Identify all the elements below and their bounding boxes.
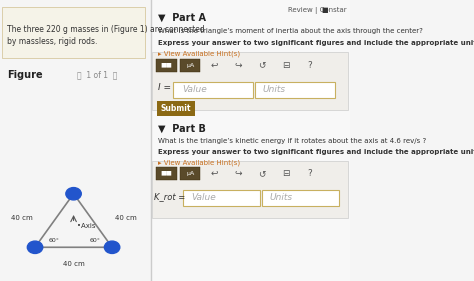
FancyBboxPatch shape <box>262 190 339 206</box>
Text: ▼  Part A: ▼ Part A <box>158 13 206 23</box>
Text: Value: Value <box>191 193 216 202</box>
FancyBboxPatch shape <box>183 190 260 206</box>
Circle shape <box>27 241 43 253</box>
Text: Express your answer to two significant figures and include the appropriate units: Express your answer to two significant f… <box>158 149 474 155</box>
Text: ?: ? <box>307 61 312 70</box>
Text: ■■: ■■ <box>161 63 172 68</box>
Text: ↺: ↺ <box>258 169 265 178</box>
FancyBboxPatch shape <box>151 0 350 281</box>
FancyBboxPatch shape <box>180 59 201 72</box>
FancyBboxPatch shape <box>255 82 335 98</box>
Text: •Axis: •Axis <box>77 223 96 229</box>
Text: 40 cm: 40 cm <box>115 215 137 221</box>
Text: What is the triangle’s kinetic energy if it rotates about the axis at 4.6 rev/s : What is the triangle’s kinetic energy if… <box>158 138 426 144</box>
FancyBboxPatch shape <box>156 59 176 72</box>
Text: ⊟: ⊟ <box>282 61 289 70</box>
Text: ▸ View Available Hint(s): ▸ View Available Hint(s) <box>158 160 240 166</box>
FancyBboxPatch shape <box>152 52 348 110</box>
Text: ↪: ↪ <box>234 61 242 70</box>
Text: Value: Value <box>182 85 207 94</box>
Text: ▼  Part B: ▼ Part B <box>158 124 206 134</box>
Text: Review | Constar: Review | Constar <box>288 7 347 14</box>
Text: 40 cm: 40 cm <box>63 261 84 267</box>
Text: Figure: Figure <box>7 70 43 80</box>
FancyBboxPatch shape <box>156 167 176 180</box>
Text: ⊟: ⊟ <box>282 169 289 178</box>
Circle shape <box>66 187 81 200</box>
FancyBboxPatch shape <box>2 7 146 58</box>
FancyBboxPatch shape <box>173 82 253 98</box>
Text: 60°: 60° <box>89 238 100 243</box>
Text: ↩: ↩ <box>210 169 218 178</box>
Circle shape <box>104 241 120 253</box>
FancyBboxPatch shape <box>157 101 195 116</box>
Text: Submit: Submit <box>161 104 191 113</box>
Text: What is the triangle’s moment of inertia about the axis through the center?: What is the triangle’s moment of inertia… <box>158 28 422 34</box>
Text: Units: Units <box>269 193 292 202</box>
FancyBboxPatch shape <box>180 167 201 180</box>
Text: ▸ View Available Hint(s): ▸ View Available Hint(s) <box>158 51 240 57</box>
Text: ↪: ↪ <box>234 169 242 178</box>
Text: ■: ■ <box>321 7 328 13</box>
Text: ↺: ↺ <box>258 61 265 70</box>
Text: I =: I = <box>158 83 171 92</box>
Text: Express your answer to two significant figures and include the appropriate units: Express your answer to two significant f… <box>158 40 474 46</box>
FancyBboxPatch shape <box>152 161 348 218</box>
Text: ?: ? <box>307 169 312 178</box>
Text: 60°: 60° <box>48 238 59 243</box>
Text: μA: μA <box>186 63 194 68</box>
Text: 〈  1 of 1  〉: 〈 1 of 1 〉 <box>77 70 118 79</box>
FancyBboxPatch shape <box>0 0 151 281</box>
Text: 40 cm: 40 cm <box>11 215 33 221</box>
Text: ■■: ■■ <box>161 171 172 176</box>
Text: K_rot =: K_rot = <box>154 192 185 201</box>
Text: Units: Units <box>263 85 286 94</box>
Text: The three 220 g masses in (Figure 1) are connected
by massless, rigid rods.: The three 220 g masses in (Figure 1) are… <box>7 25 205 46</box>
Text: ↩: ↩ <box>210 61 218 70</box>
Text: μA: μA <box>186 171 194 176</box>
